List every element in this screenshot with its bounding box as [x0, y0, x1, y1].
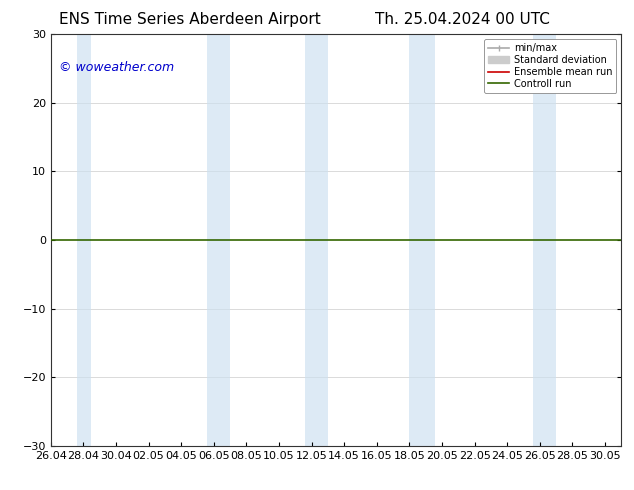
Bar	[410, 34, 436, 446]
Text: © woweather.com: © woweather.com	[59, 61, 174, 74]
Bar	[533, 34, 556, 446]
Bar	[305, 34, 328, 446]
Legend: min/max, Standard deviation, Ensemble mean run, Controll run: min/max, Standard deviation, Ensemble me…	[484, 39, 616, 93]
Text: Th. 25.04.2024 00 UTC: Th. 25.04.2024 00 UTC	[375, 12, 550, 27]
Text: ENS Time Series Aberdeen Airport: ENS Time Series Aberdeen Airport	[60, 12, 321, 27]
Bar	[77, 34, 91, 446]
Bar	[207, 34, 230, 446]
